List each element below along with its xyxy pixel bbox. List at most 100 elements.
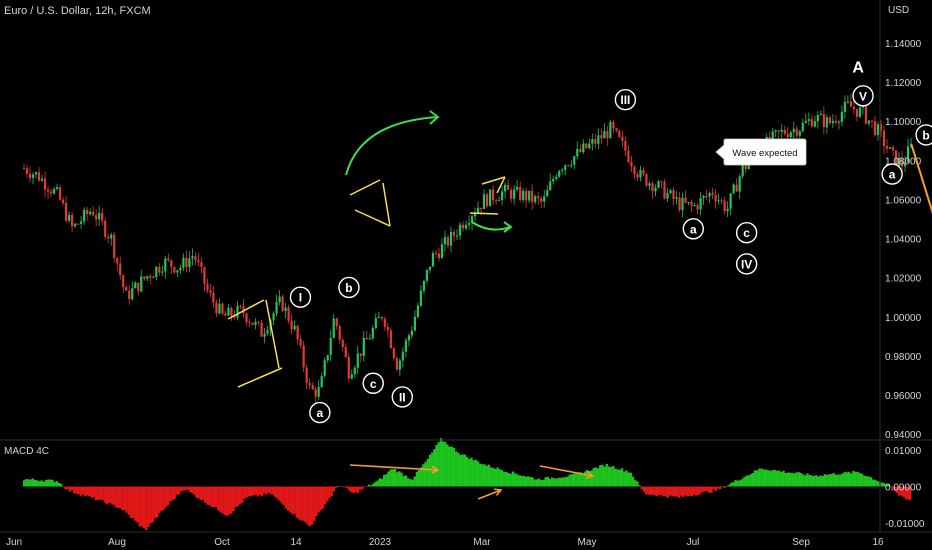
macd-bar: [332, 486, 336, 492]
macd-bar: [847, 471, 851, 487]
macd-bar: [647, 486, 650, 495]
candle-body: [747, 162, 750, 170]
candle-body: [374, 317, 377, 329]
candle-body: [338, 326, 341, 340]
macd-bar: [55, 481, 58, 487]
candle-body: [332, 318, 335, 338]
candle-body: [558, 170, 561, 177]
macd-divergence-arrowhead: [493, 488, 503, 496]
macd-bar: [756, 470, 759, 487]
macd-bar: [230, 486, 233, 514]
wave-label-text: b: [922, 128, 929, 142]
candle-body: [774, 130, 777, 132]
wave-label-circle: [682, 218, 704, 240]
macd-bar: [799, 472, 803, 487]
macd-bar: [817, 476, 820, 487]
macd-bar: [599, 465, 602, 487]
macd-bar: [673, 486, 676, 497]
candle-body: [371, 328, 374, 339]
candle-body: [116, 257, 119, 264]
macd-bar: [734, 480, 737, 487]
macd-bar: [297, 486, 301, 520]
candle-body: [230, 307, 233, 316]
candle-body: [576, 148, 579, 157]
macd-bar: [365, 486, 368, 488]
candle-body: [485, 194, 489, 207]
candle-body: [479, 207, 483, 209]
macd-bar: [308, 486, 312, 527]
macd-bar: [302, 486, 305, 521]
macd-bar: [420, 467, 423, 487]
candle-body: [107, 236, 110, 239]
candle-body: [31, 174, 35, 178]
macd-bar: [559, 477, 563, 487]
candle-body: [335, 318, 338, 327]
wave-label-text: II: [399, 390, 406, 404]
macd-bar: [393, 469, 397, 487]
macd-bar: [437, 442, 440, 487]
macd-tick-label: -0.01000: [885, 519, 925, 530]
wave-label-text: III: [620, 93, 630, 107]
candle-body: [651, 183, 654, 192]
candle-body: [504, 184, 507, 192]
macd-bar: [773, 469, 776, 487]
candle-body: [741, 165, 744, 177]
macd-bar: [498, 469, 501, 487]
macd-bar: [339, 486, 342, 488]
macd-bar: [291, 486, 294, 515]
macd-bar: [701, 486, 704, 493]
macd-bar: [884, 484, 888, 487]
macd-bar: [679, 486, 683, 496]
macd-bar: [607, 466, 611, 487]
candle-body: [323, 360, 326, 376]
candle-body: [597, 135, 600, 144]
macd-bar: [450, 446, 453, 487]
wave-label-text: IV: [741, 257, 752, 271]
candle-body: [654, 187, 657, 192]
candle-body: [125, 287, 128, 291]
macd-bar: [280, 486, 283, 504]
candle-body: [594, 139, 597, 144]
candle-body: [642, 169, 645, 174]
candle-body: [666, 193, 669, 199]
macd-bar: [664, 486, 667, 497]
macd-bar: [459, 455, 462, 487]
macd-bar: [898, 486, 901, 496]
candle-body: [440, 244, 444, 259]
macd-bar: [25, 479, 28, 487]
macd-bar: [712, 486, 715, 490]
candle-body: [302, 345, 305, 368]
macd-bar: [42, 481, 45, 487]
macd-bar: [675, 486, 678, 497]
candle-body: [37, 172, 41, 181]
overlays: IbacIIIIIabcIVVbacABCWave expected: [227, 59, 932, 500]
macd-bar: [592, 467, 595, 487]
macd-bar: [60, 483, 63, 487]
wave-label-circle: [852, 85, 874, 107]
candle-body: [52, 188, 56, 194]
macd-bar: [404, 475, 408, 487]
macd-bar: [834, 474, 838, 487]
candle-body: [308, 382, 311, 386]
candle-body: [702, 195, 705, 199]
macd-bar: [208, 486, 211, 506]
macd-bar: [561, 477, 565, 487]
macd-bar: [786, 472, 790, 487]
macd-bar: [736, 480, 739, 487]
candle-body: [744, 165, 747, 170]
macd-bar: [481, 464, 484, 487]
green-arrow-head: [503, 221, 513, 233]
macd-bar: [760, 468, 763, 487]
candle-body: [68, 215, 71, 221]
candle-body: [822, 113, 825, 128]
macd-bar: [422, 464, 425, 487]
candle-body: [615, 128, 618, 131]
macd-bar: [265, 486, 268, 495]
green-arrow-curve: [345, 116, 439, 176]
macd-bar: [217, 486, 220, 511]
macd-bar: [784, 473, 787, 487]
macd-bar: [527, 476, 530, 487]
macd-divergence-arrow: [349, 464, 439, 471]
macd-bar: [778, 470, 781, 487]
macd-bar: [644, 486, 648, 495]
